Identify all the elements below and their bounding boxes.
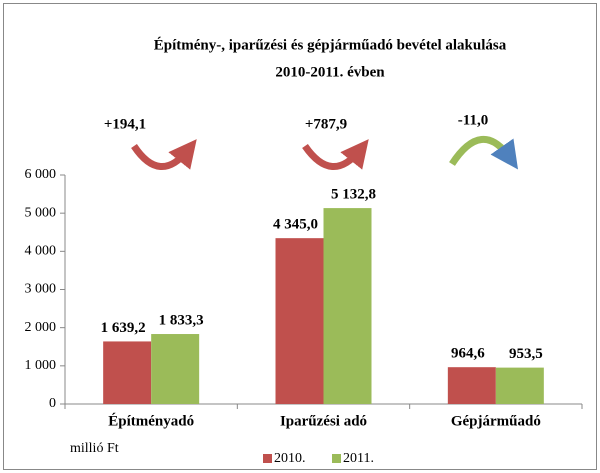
y-tick-label: 5 000: [25, 205, 57, 220]
value-label: 5 132,8: [331, 187, 376, 203]
value-label: 964,6: [451, 346, 485, 362]
value-label: 4 345,0: [273, 217, 318, 233]
y-tick-label: 2 000: [25, 320, 57, 335]
value-label: 1 833,3: [159, 312, 204, 328]
value-label: 953,5: [509, 346, 543, 362]
legend-swatch: [332, 454, 341, 463]
bar: [151, 334, 200, 404]
annotation: -11,0: [458, 112, 488, 128]
bar: [275, 238, 324, 404]
value-label: 1 639,2: [101, 320, 146, 336]
annotation: +194,1: [104, 116, 146, 132]
x-tick-label: Építményadó: [108, 412, 194, 429]
y-tick-label: 4 000: [25, 244, 57, 259]
x-tick-label: Gépjárműadó: [451, 413, 541, 429]
arrow: [131, 139, 197, 170]
y-tick-label: 6 000: [25, 167, 57, 182]
x-tick-label: Iparűzési adó: [280, 413, 367, 429]
axis-unit: millió Ft: [70, 441, 119, 456]
y-tick-label: 3 000: [25, 282, 57, 297]
bar: [323, 208, 372, 404]
y-tick-label: 1 000: [25, 358, 57, 373]
legend-label: 2011.: [343, 451, 374, 466]
bar: [495, 367, 544, 404]
chart-title: 2010-2011. évben: [275, 64, 385, 80]
arrow: [449, 136, 519, 170]
arrow: [302, 139, 369, 170]
y-tick-label: 0: [49, 396, 56, 411]
legend-swatch: [263, 454, 272, 463]
bar: [447, 367, 496, 404]
annotation: +787,9: [305, 116, 347, 132]
legend-label: 2010.: [274, 451, 306, 466]
bar: [103, 341, 152, 404]
chart-title: Építmény-, iparűzési és gépjárműadó bevé…: [154, 36, 507, 53]
